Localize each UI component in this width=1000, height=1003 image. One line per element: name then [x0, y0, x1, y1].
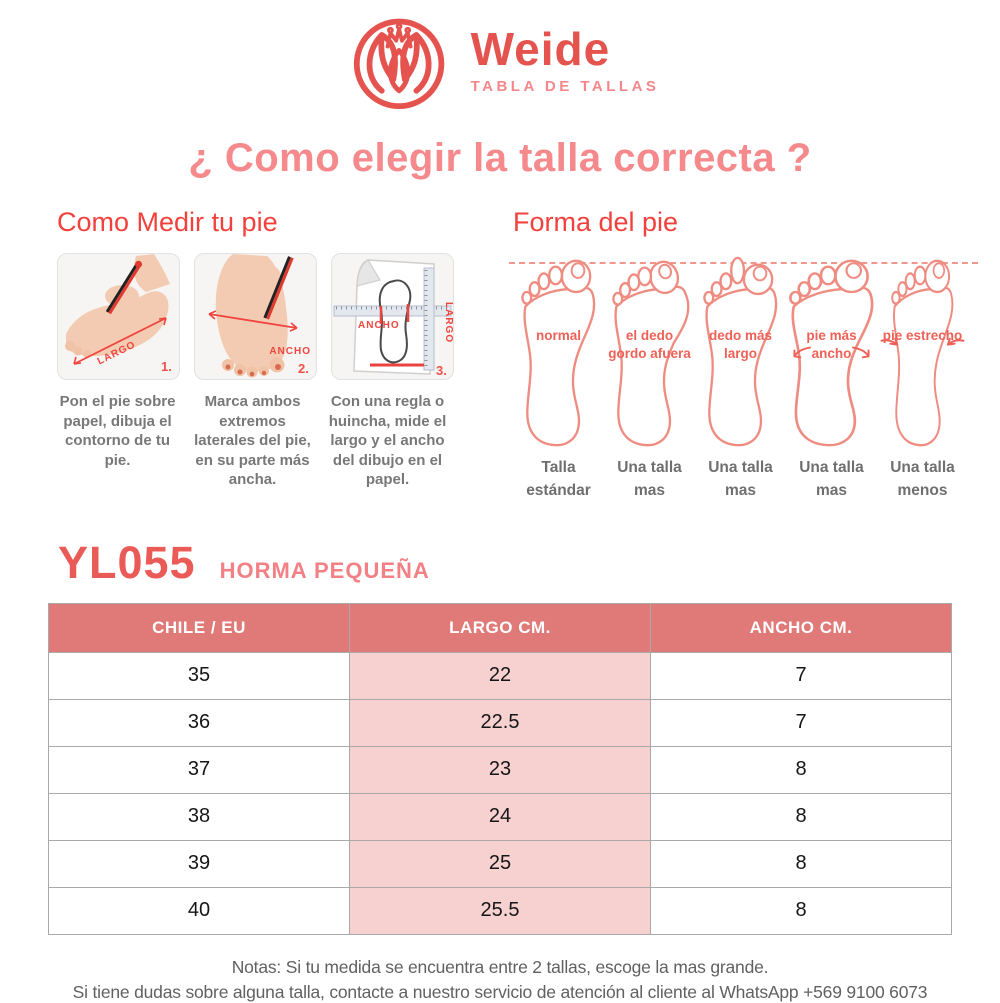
- size-cell: 35: [48, 651, 350, 700]
- svg-text:2.: 2.: [298, 361, 309, 376]
- table-row: 35 22 7: [48, 651, 952, 700]
- foot-shape-label: pie estrecho: [882, 328, 963, 343]
- table-row: 40 25.5 8: [48, 886, 952, 935]
- product-heading: YL055 HORMA PEQUEÑA: [0, 537, 1000, 589]
- measure-steps: LARGO 1.: [57, 253, 485, 380]
- largo-cell: 25: [349, 839, 651, 888]
- foot-length-photo-icon: LARGO 1.: [65, 254, 172, 374]
- foot-shape-wide: pie más ancho: [786, 253, 877, 448]
- ancho-cell: 8: [650, 792, 952, 841]
- foot-shape-narrow: pie estrecho: [877, 253, 968, 448]
- shape-heading: Forma del pie: [513, 207, 679, 237]
- paper-ruler-drawing-icon: ANCHO LARGO 3.: [333, 259, 453, 378]
- svg-text:1.: 1.: [161, 359, 172, 374]
- content-columns: Como Medir tu pie: [0, 207, 1000, 503]
- foot-shape-bunion: el dedo gordo afuera: [604, 253, 695, 448]
- foot-shape-section: Forma del pie normal: [509, 207, 980, 503]
- foot-shape-normal: normal: [513, 253, 604, 448]
- measure-step-2-image: ANCHO 2.: [194, 253, 317, 380]
- foot-outline-narrow-icon: [880, 259, 965, 447]
- size-cell: 36: [48, 698, 350, 747]
- foot-outline-bunion-icon: [612, 260, 690, 447]
- foot-size-advice: Una talla mas: [708, 459, 773, 500]
- note-line-2: Si tiene dudas sobre alguna talla, conta…: [72, 981, 928, 1002]
- feet-captions: Talla estándar Una talla mas Una talla m…: [513, 456, 980, 503]
- measure-section: Como Medir tu pie: [57, 207, 485, 503]
- ancho-cell: 7: [650, 651, 952, 700]
- svg-text:ANCHO: ANCHO: [358, 320, 400, 331]
- foot-shape-label: normal: [535, 328, 581, 343]
- table-row: 36 22.5 7: [48, 698, 952, 747]
- measure-step-1-caption: Pon el pie sobre papel, dibuja el contor…: [59, 393, 176, 469]
- foot-size-advice: Una talla menos: [890, 459, 955, 500]
- brand-logo-icon: [353, 18, 444, 110]
- size-cell: 40: [48, 886, 350, 935]
- table-row: 38 24 8: [48, 792, 952, 841]
- largo-cell: 24: [349, 792, 651, 841]
- ancho-cell: 8: [650, 886, 952, 935]
- foot-size-advice: Talla estándar: [526, 459, 591, 500]
- foot-outline-normal-icon: [521, 259, 596, 447]
- foot-outline-wide-icon: [789, 259, 874, 447]
- size-table: CHILE / EU LARGO CM. ANCHO CM. 35 22 7 3…: [48, 602, 952, 935]
- brand-text-block: Weide TABLA DE TALLAS: [471, 26, 660, 95]
- ancho-cell: 7: [650, 698, 952, 747]
- column-header-chile-eu: CHILE / EU: [48, 602, 350, 653]
- size-cell: 37: [48, 745, 350, 794]
- largo-cell: 25.5: [349, 886, 651, 935]
- largo-cell: 22.5: [349, 698, 651, 747]
- product-code: YL055: [58, 536, 196, 588]
- brand-name: Weide: [470, 22, 611, 75]
- foot-size-advice: Una talla mas: [617, 459, 682, 500]
- svg-text:ANCHO: ANCHO: [269, 346, 311, 357]
- size-cell: 38: [48, 792, 350, 841]
- measure-step-2-caption: Marca ambos extremos laterales del pie, …: [194, 393, 311, 488]
- measure-step-3-caption: Con una regla o huincha, mide el largo y…: [328, 393, 447, 488]
- feet-row: normal el dedo gordo afuera: [509, 253, 980, 448]
- column-header-largo: LARGO CM.: [349, 602, 651, 653]
- foot-shape-label: el dedo gordo afuera: [608, 328, 691, 361]
- brand-tagline: TABLA DE TALLAS: [470, 77, 660, 95]
- table-row: 37 23 8: [48, 745, 952, 794]
- measure-captions: Pon el pie sobre papel, dibuja el contor…: [57, 392, 485, 490]
- largo-cell: 22: [349, 651, 651, 700]
- size-table-header-row: CHILE / EU LARGO CM. ANCHO CM.: [48, 602, 952, 653]
- foot-outline-long-toe-icon: [703, 256, 778, 447]
- foot-size-advice: Una talla mas: [799, 459, 864, 500]
- note-line-1: Notas: Si tu medida se encuentra entre 2…: [231, 956, 769, 977]
- measure-step-1-image: LARGO 1.: [57, 253, 180, 380]
- svg-text:LARGO: LARGO: [443, 302, 453, 343]
- foot-shape-long-toe: dedo más largo: [695, 253, 786, 448]
- column-header-ancho: ANCHO CM.: [650, 602, 952, 653]
- foot-width-photo-icon: ANCHO 2.: [208, 254, 311, 378]
- foot-shape-label: pie más ancho: [806, 328, 857, 361]
- table-row: 39 25 8: [48, 839, 952, 888]
- brand-header: Weide TABLA DE TALLAS: [0, 0, 1000, 110]
- footer-notes: Notas: Si tu medida se encuentra entre 2…: [0, 957, 1000, 1003]
- page-title: ¿ Como elegir la talla correcta ?: [188, 136, 812, 180]
- product-fit-note: HORMA PEQUEÑA: [219, 557, 430, 583]
- largo-cell: 23: [349, 745, 651, 794]
- measure-step-3-image: ANCHO LARGO 3.: [331, 253, 454, 380]
- foot-shape-label: dedo más largo: [708, 328, 773, 361]
- ancho-cell: 8: [650, 839, 952, 888]
- svg-text:3.: 3.: [436, 363, 447, 378]
- size-cell: 39: [48, 839, 350, 888]
- measure-heading: Como Medir tu pie: [57, 207, 278, 237]
- ancho-cell: 8: [650, 745, 952, 794]
